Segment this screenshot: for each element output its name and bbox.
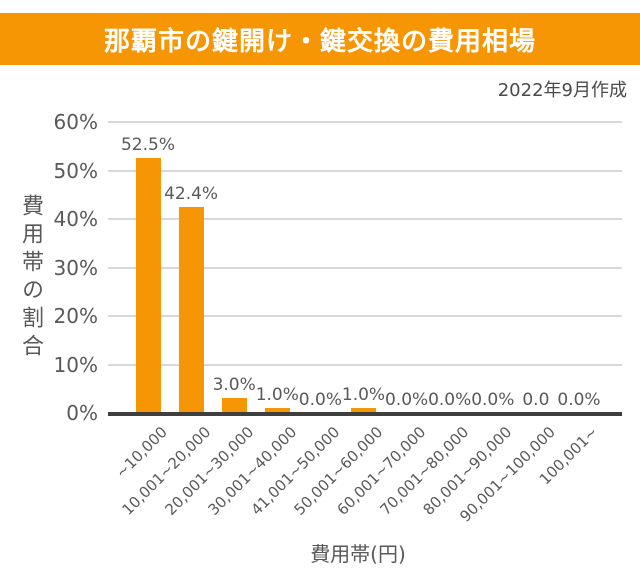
bar-value-label: 0.0% [471, 390, 515, 410]
x-axis-baseline [108, 412, 622, 416]
chart-title: 那覇市の鍵開け・鍵交換の費用相場 [103, 26, 536, 57]
bar [178, 207, 204, 413]
bar-value-label: 0.0 [522, 390, 550, 410]
title-banner: 那覇市の鍵開け・鍵交換の費用相場 [0, 13, 640, 65]
bar [135, 158, 161, 413]
y-tick-label: 20% [53, 304, 98, 328]
y-tick-label: 10% [53, 352, 98, 377]
bar-value-label: 0.0% [557, 390, 601, 410]
bar-value-label: 0.0% [298, 390, 342, 410]
y-tick-label: 40% [53, 207, 98, 231]
gridline [108, 169, 622, 172]
bar-value-label: 3.0% [212, 375, 256, 396]
bar-value-label: 1.0% [341, 385, 386, 406]
gridline [108, 266, 622, 269]
bar-value-label: 0.0% [428, 390, 472, 410]
gridline [108, 315, 622, 317]
gridline [108, 218, 622, 220]
gridline [108, 363, 622, 366]
y-tick-label: 50% [53, 158, 98, 183]
date-note: 2022年9月作成 [497, 80, 627, 101]
bar [221, 398, 247, 413]
bar-value-label: 42.4% [164, 184, 219, 205]
bar-value-label: 52.5% [120, 135, 175, 156]
y-tick-label: 30% [53, 255, 98, 280]
gridline [108, 121, 622, 123]
bar-value-label: 0.0% [384, 390, 429, 410]
x-axis-title: 費用帯(円) [310, 542, 406, 566]
y-axis-title: 費用帯の割合 [18, 194, 43, 362]
y-tick-label: 0% [66, 401, 98, 425]
bar-value-label: 1.0% [255, 385, 299, 406]
bar [264, 408, 290, 413]
y-tick-label: 60% [53, 110, 98, 134]
bar [351, 408, 376, 413]
